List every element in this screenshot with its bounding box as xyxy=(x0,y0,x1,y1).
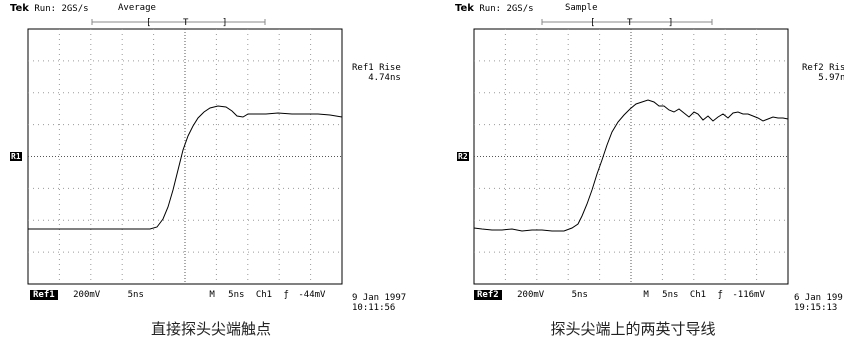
trigger-level: -116mV xyxy=(732,290,765,300)
scope-panel-right: Tek Run: 2GS/s Sample [ T ] xyxy=(422,0,844,347)
scope-panel-left: Tek Run: 2GS/s Average [ T ] xyxy=(10,3,406,338)
svg-text:]: ] xyxy=(222,18,227,28)
scope-screen: [ T ] xyxy=(27,18,343,285)
main-timebase: 5ns xyxy=(662,290,679,300)
scope-screen: [ T ] xyxy=(473,18,789,285)
ref-badge: Ref2 xyxy=(474,290,502,300)
time-text: 10:11:56 xyxy=(352,303,396,313)
waveform-trace xyxy=(473,99,789,232)
caption: 探头尖端上的两英寸导线 xyxy=(550,320,716,338)
svg-text:]: ] xyxy=(668,18,673,28)
timestamp: 9 Jan 1997 10:11:56 xyxy=(352,293,406,313)
status-bar: Ref2 200mV 5ns M 5ns Ch1 ƒ -116mV xyxy=(474,290,765,300)
svg-text:T: T xyxy=(183,18,189,28)
volts-per-div: 200mV xyxy=(73,290,101,300)
header: Tek Run: 2GS/s xyxy=(455,3,534,14)
trigger-channel: Ch1 xyxy=(689,290,707,300)
measurement-readout: Ref2 Rise 5.97ns xyxy=(802,63,844,83)
trigger-level: -44mV xyxy=(298,290,326,300)
tek-logo: Tek xyxy=(455,3,474,14)
ref-marker: R1 xyxy=(10,152,22,161)
date-text: 9 Jan 1997 xyxy=(352,293,407,303)
timestamp: 6 Jan 199 19:15:13 xyxy=(794,293,843,313)
measurement-value: 5.97ns xyxy=(818,73,844,83)
measurement-value: 4.74ns xyxy=(368,73,401,83)
trigger-position-bar xyxy=(91,19,266,25)
main-label: M xyxy=(209,290,215,300)
date-text: 6 Jan 199 xyxy=(794,293,843,303)
measurement-readout: Ref1 Rise 4.74ns xyxy=(352,63,401,83)
status-bar: Ref1 200mV 5ns M 5ns Ch1 ƒ -44mV xyxy=(30,290,325,300)
svg-text:[: [ xyxy=(590,18,595,28)
svg-text:[: [ xyxy=(146,18,151,28)
time-per-div: 5ns xyxy=(571,290,588,300)
trigger-position-bar xyxy=(541,19,713,25)
volts-per-div: 200mV xyxy=(517,290,545,300)
edge-icon: ƒ xyxy=(717,290,723,300)
run-rate: Run: 2GS/s xyxy=(479,4,534,14)
ref-badge: Ref1 xyxy=(30,290,58,300)
graticule-center-axes xyxy=(28,29,342,284)
time-per-div: 5ns xyxy=(127,290,144,300)
tek-logo: Tek xyxy=(10,3,29,14)
graticule-center-axes xyxy=(474,29,788,284)
main-label: M xyxy=(643,290,649,300)
waveform-trace xyxy=(28,105,343,230)
acquisition-mode: Average xyxy=(118,3,156,13)
main-timebase: 5ns xyxy=(228,290,245,300)
measurement-label: Ref1 Rise xyxy=(352,63,401,73)
measurement-label: Ref2 Rise xyxy=(802,63,844,73)
run-rate: Run: 2GS/s xyxy=(34,4,89,14)
acquisition-mode: Sample xyxy=(565,3,598,13)
trigger-channel: Ch1 xyxy=(255,290,273,300)
caption: 直接探头尖端触点 xyxy=(150,320,271,338)
header: Tek Run: 2GS/s xyxy=(10,3,89,14)
edge-icon: ƒ xyxy=(283,290,289,300)
ref-marker: R2 xyxy=(457,152,469,161)
time-text: 19:15:13 xyxy=(794,303,838,313)
svg-text:T: T xyxy=(627,18,633,28)
